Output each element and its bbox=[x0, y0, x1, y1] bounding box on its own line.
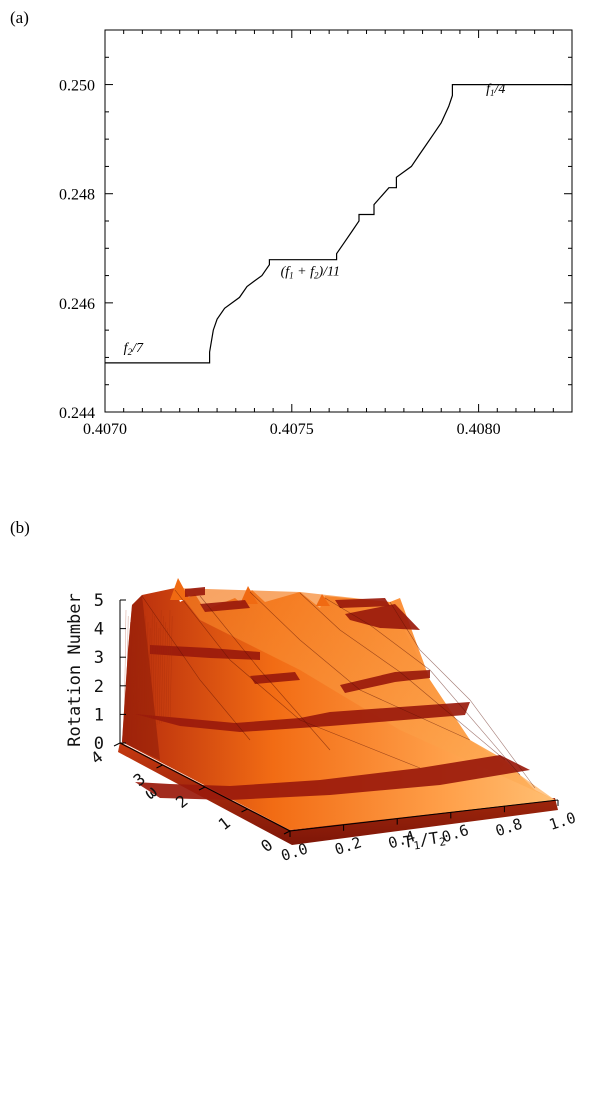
omega-tick bbox=[113, 742, 121, 747]
panel-a-chart: (a) 0.4070 0.4075 0.4080 0.244 0.246 0.248 0.2… bbox=[10, 8, 573, 438]
curve-annotation: f1/4 bbox=[486, 82, 505, 98]
surface-striation bbox=[154, 621, 158, 727]
surface-striation bbox=[161, 615, 164, 724]
surface-striation bbox=[169, 615, 173, 720]
y-tick-label: 0.246 bbox=[59, 296, 95, 313]
plateau-band bbox=[340, 670, 430, 693]
surface-striation bbox=[141, 609, 144, 733]
surface-ridge bbox=[389, 601, 536, 789]
omega-tick bbox=[156, 764, 163, 769]
curve-annotation: f2/7 bbox=[124, 341, 144, 357]
surface-ridge bbox=[299, 592, 506, 761]
surface-striation bbox=[132, 609, 136, 737]
x-tick-label: 0.4080 bbox=[457, 421, 501, 438]
panel-b-label: (b) bbox=[10, 518, 30, 537]
surface-striation bbox=[139, 627, 142, 734]
surface-striation bbox=[163, 621, 166, 723]
rotation-surface bbox=[118, 578, 558, 845]
surface-ridge bbox=[141, 595, 251, 741]
z-tick-label: 4 bbox=[94, 620, 104, 640]
panel-a-label: (a) bbox=[10, 8, 29, 27]
surface-striation bbox=[128, 621, 131, 739]
ratio-tick-label: 0.8 bbox=[493, 815, 524, 840]
omega-tick bbox=[241, 808, 248, 813]
ratio-tick-label: 0.0 bbox=[279, 839, 310, 864]
z-axis-title: Rotation Number bbox=[65, 593, 85, 747]
x-tick-label: 0.4070 bbox=[83, 421, 127, 438]
y-tick-label: 0.244 bbox=[59, 405, 95, 422]
surface-striation bbox=[147, 627, 151, 730]
z-tick-label: 2 bbox=[94, 677, 104, 697]
plateau-band bbox=[200, 600, 250, 612]
omega-tick-label: 1 bbox=[215, 813, 234, 834]
surface-left-shade bbox=[122, 595, 160, 760]
z-tick-label: 5 bbox=[94, 591, 104, 611]
z-tick-label: 0 bbox=[94, 734, 104, 754]
ratio-tick-label: 1.0 bbox=[547, 808, 578, 833]
plateau-band bbox=[185, 587, 205, 597]
surface-striation bbox=[145, 621, 149, 731]
surface-top-facet bbox=[175, 588, 555, 800]
omega-tick bbox=[283, 830, 291, 835]
omega-tick bbox=[198, 786, 206, 791]
surface-spike bbox=[240, 586, 258, 604]
plateau-band bbox=[135, 755, 530, 800]
plateau-band bbox=[150, 645, 260, 660]
plateau-band bbox=[335, 598, 390, 608]
ratio-axis-line bbox=[289, 799, 559, 832]
x-tick-label: 0.4075 bbox=[270, 421, 314, 438]
surface-spike bbox=[316, 594, 330, 606]
ratio-axis-title: T1/T2 bbox=[402, 827, 447, 854]
surface-striation bbox=[130, 627, 133, 738]
panel-a-ticks: 0.4070 0.4075 0.4080 0.244 0.246 0.248 0.250 bbox=[59, 30, 572, 438]
curve-annotation: (f1 + f2)/11 bbox=[281, 265, 340, 281]
surface-striation bbox=[167, 609, 171, 721]
omega-tick-label: 0 bbox=[257, 835, 276, 856]
plateau-band bbox=[345, 604, 420, 630]
surface-floor bbox=[118, 742, 558, 845]
rotation-number-curve bbox=[105, 84, 572, 364]
y-tick-label: 0.248 bbox=[59, 187, 95, 204]
surface-striation bbox=[136, 621, 140, 735]
panel-a-annotations: f2/7 (f1 + f2)/11 f1/4 bbox=[124, 82, 506, 357]
z-tick-label: 3 bbox=[94, 648, 104, 668]
plateau-band bbox=[250, 672, 300, 684]
surface-ridge bbox=[324, 597, 521, 776]
surface-ridge bbox=[174, 589, 421, 769]
plateau-band bbox=[135, 702, 470, 732]
z-tick-label: 1 bbox=[94, 705, 104, 725]
surface-striation bbox=[156, 627, 160, 726]
surface-striation bbox=[125, 615, 129, 740]
surface-striation bbox=[158, 609, 162, 725]
surface-striation bbox=[123, 609, 127, 741]
surface-striation bbox=[143, 615, 147, 732]
y-tick-label: 0.250 bbox=[59, 78, 95, 95]
surface-ridge bbox=[249, 591, 471, 741]
surface-striation bbox=[150, 609, 153, 729]
surface-ridge bbox=[199, 595, 331, 751]
surface-striation bbox=[134, 615, 138, 736]
surface-striation bbox=[165, 627, 169, 722]
surface-striation bbox=[152, 615, 155, 728]
